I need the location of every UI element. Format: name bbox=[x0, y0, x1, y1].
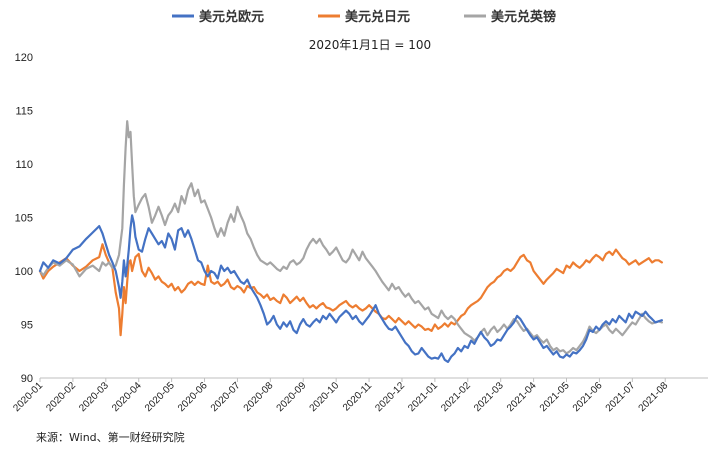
x-tick-label: 2021-02 bbox=[439, 380, 473, 414]
y-tick-label: 115 bbox=[15, 106, 33, 118]
series-line-2 bbox=[38, 120, 663, 355]
x-tick-label: 2021-06 bbox=[571, 380, 605, 414]
x-tick-label: 2020-10 bbox=[308, 380, 342, 414]
chart-subtitle: 2020年1月1日 = 100 bbox=[309, 38, 431, 52]
series-line-1 bbox=[38, 243, 663, 337]
series-layer bbox=[38, 120, 663, 363]
x-tick-label: 2020-03 bbox=[77, 380, 111, 414]
x-tick-label: 2021-08 bbox=[637, 380, 671, 414]
x-tick-label: 2021-04 bbox=[505, 380, 539, 414]
legend-item-0: 美元兑欧元 bbox=[172, 9, 264, 25]
y-tick-label: 100 bbox=[15, 266, 33, 278]
x-tick-label: 2020-11 bbox=[341, 380, 375, 414]
x-tick-label: 2020-09 bbox=[275, 380, 309, 414]
y-tick-label: 110 bbox=[15, 159, 33, 171]
y-tick-label: 120 bbox=[15, 52, 33, 64]
x-tick-label: 2020-02 bbox=[44, 380, 78, 414]
x-tick-label: 2021-05 bbox=[538, 380, 572, 414]
x-tick-label: 2020-08 bbox=[242, 380, 276, 414]
y-tick-label: 105 bbox=[15, 213, 33, 225]
legend-item-2: 美元兑英镑 bbox=[464, 9, 556, 25]
x-axis: 2020-01 2020-02 2020-03 2020-04 2020-05 2020-… bbox=[11, 377, 708, 414]
legend-label: 美元兑英镑 bbox=[491, 9, 556, 25]
x-tick-label: 2020-04 bbox=[110, 380, 144, 414]
x-tick-label: 2020-12 bbox=[373, 380, 407, 414]
legend: 美元兑欧元 美元兑日元 美元兑英镑 bbox=[172, 9, 556, 25]
y-tick-label: 90 bbox=[21, 373, 33, 385]
y-tick-label: 95 bbox=[21, 320, 33, 332]
legend-item-1: 美元兑日元 bbox=[318, 9, 410, 25]
x-tick-label: 2021-07 bbox=[604, 380, 638, 414]
y-axis: 90 95 100 105 110 115 120 bbox=[15, 52, 33, 385]
x-tick-label: 2021-03 bbox=[472, 380, 506, 414]
legend-label: 美元兑日元 bbox=[345, 9, 410, 25]
source-note: 来源：Wind、第一财经研究院 bbox=[36, 430, 185, 444]
x-tick-label: 2020-05 bbox=[143, 380, 177, 414]
x-tick-label: 2021-01 bbox=[406, 380, 440, 414]
series-line-0 bbox=[38, 214, 663, 363]
legend-label: 美元兑欧元 bbox=[199, 9, 264, 25]
x-tick-label: 2020-07 bbox=[209, 380, 243, 414]
x-tick-label: 2020-06 bbox=[176, 380, 210, 414]
x-tick-label: 2020-01 bbox=[11, 380, 45, 414]
